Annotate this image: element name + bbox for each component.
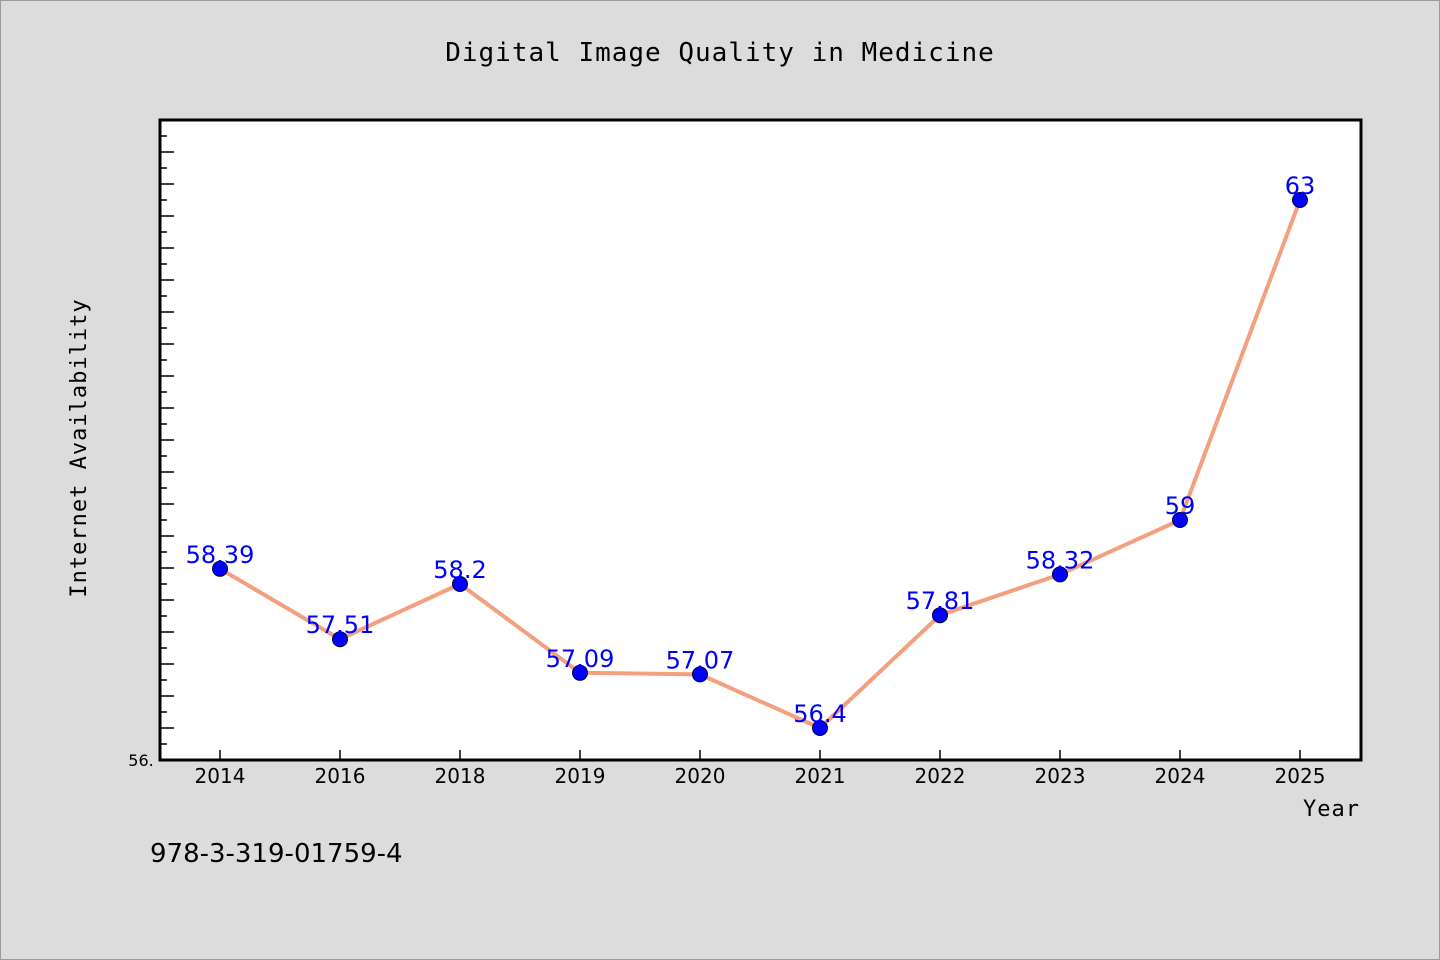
data-point <box>1052 566 1068 583</box>
data-point <box>572 664 588 681</box>
data-label: 56.4 <box>793 700 846 728</box>
series-line <box>218 199 1302 730</box>
x-tick-label: 2021 <box>795 764 846 788</box>
chart-title: Digital Image Quality in Medicine <box>445 38 995 68</box>
data-label: 63 <box>1285 172 1316 200</box>
x-tick-label: 2018 <box>435 764 486 788</box>
data-label: 59 <box>1165 492 1196 520</box>
x-tick-label: 2025 <box>1275 764 1326 788</box>
series-markers <box>212 192 1308 736</box>
data-label: 57.09 <box>546 645 615 673</box>
data-label: 58.2 <box>433 556 486 584</box>
data-point <box>452 576 468 592</box>
data-point <box>692 666 708 683</box>
x-tick-label: 2022 <box>915 764 966 788</box>
data-point <box>932 607 948 624</box>
data-point <box>332 631 348 648</box>
x-axis-ticks <box>219 750 1301 760</box>
x-tick-label: 2020 <box>675 764 726 788</box>
y-axis-min-label: 56. <box>128 751 153 770</box>
data-labels: 58.39 57.51 58.2 57.09 57.07 56.4 57.81 58.32 59… <box>186 172 1316 728</box>
y-axis-label: Internet Availability <box>67 298 92 597</box>
data-label: 57.81 <box>906 587 975 615</box>
data-point <box>212 560 228 577</box>
data-label: 57.51 <box>306 611 375 639</box>
data-point <box>1172 512 1188 528</box>
data-label: 58.32 <box>1026 546 1095 574</box>
data-point <box>1292 192 1308 208</box>
y-axis-ticks <box>160 135 174 745</box>
x-tick-label: 2014 <box>195 764 246 788</box>
data-point <box>812 720 828 736</box>
plot-area <box>158 118 1363 762</box>
x-tick-label: 2016 <box>315 764 366 788</box>
x-axis-label: Year <box>1303 797 1360 822</box>
isbn-footnote: 978-3-319-01759-4 <box>150 839 403 869</box>
data-label: 57.07 <box>666 646 735 674</box>
x-tick-label: 2024 <box>1155 764 1206 788</box>
data-label: 58.39 <box>186 541 255 569</box>
x-axis-tick-labels: 2014 2016 2018 2019 2020 2021 2022 2023 2024 2025 <box>195 764 1326 788</box>
x-tick-label: 2019 <box>555 764 606 788</box>
x-tick-label: 2023 <box>1035 764 1086 788</box>
